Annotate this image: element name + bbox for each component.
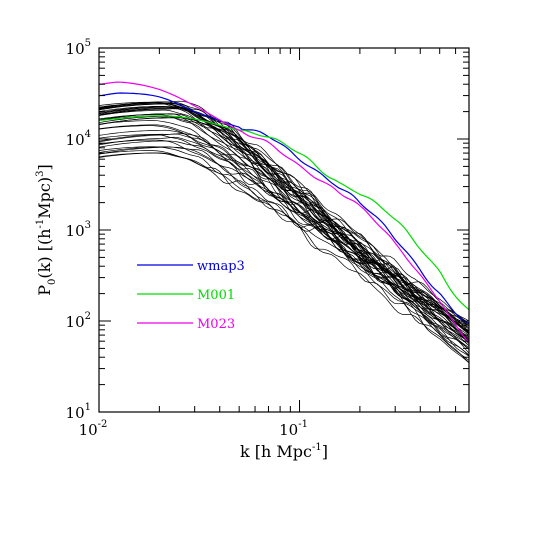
simulation-line xyxy=(99,115,469,333)
legend-item-m023: M023 xyxy=(137,317,235,332)
simulation-line xyxy=(99,106,469,332)
y-tick-label: 103 xyxy=(66,220,91,240)
legend: wmap3 M001 M023 xyxy=(137,259,245,332)
simulation-line xyxy=(99,107,469,357)
simulation-line xyxy=(99,134,469,326)
simulation-line xyxy=(99,101,469,333)
series-line-m001 xyxy=(99,115,469,311)
simulation-line xyxy=(99,133,469,329)
legend-label-wmap3: wmap3 xyxy=(197,259,245,274)
simulation-line xyxy=(99,109,469,363)
simulation-line xyxy=(99,101,469,343)
y-axis-label: P0(k) [(h-1Mpc)3] xyxy=(35,164,58,295)
x-tick-label: 10-1 xyxy=(279,419,308,439)
x-tick-label: 10-2 xyxy=(79,419,108,439)
simulation-line xyxy=(99,136,469,346)
y-tick-label: 104 xyxy=(66,129,91,149)
simulation-line xyxy=(99,103,469,335)
simulation-line xyxy=(99,152,469,325)
tick-labels: 10-2 10-1 101 102 103 104 105 xyxy=(66,38,308,439)
simulation-line xyxy=(99,103,469,343)
series-line-m023 xyxy=(99,81,469,343)
simulation-line xyxy=(99,125,469,334)
simulation-line xyxy=(99,129,469,343)
legend-label-m001: M001 xyxy=(197,288,235,303)
legend-label-m023: M023 xyxy=(197,317,235,332)
legend-item-wmap3: wmap3 xyxy=(137,259,245,274)
legend-item-m001: M001 xyxy=(137,288,235,303)
simulation-line xyxy=(99,150,469,328)
simulation-line xyxy=(99,100,469,338)
simulation-line xyxy=(99,140,469,342)
simulation-line xyxy=(99,120,469,325)
simulation-line xyxy=(99,102,469,326)
simulation-line xyxy=(99,107,469,322)
simulation-bundle xyxy=(99,100,469,364)
series-line-wmap3 xyxy=(99,92,469,324)
simulation-line xyxy=(99,113,469,348)
y-tick-label: 101 xyxy=(66,402,91,422)
y-tick-label: 102 xyxy=(66,311,91,331)
simulation-line xyxy=(99,103,469,340)
simulation-line xyxy=(99,114,469,356)
named-series xyxy=(99,81,469,343)
x-axis-label: k [h Mpc-1] xyxy=(240,442,328,461)
y-tick-label: 105 xyxy=(66,38,91,58)
axis-ticks xyxy=(98,47,470,413)
